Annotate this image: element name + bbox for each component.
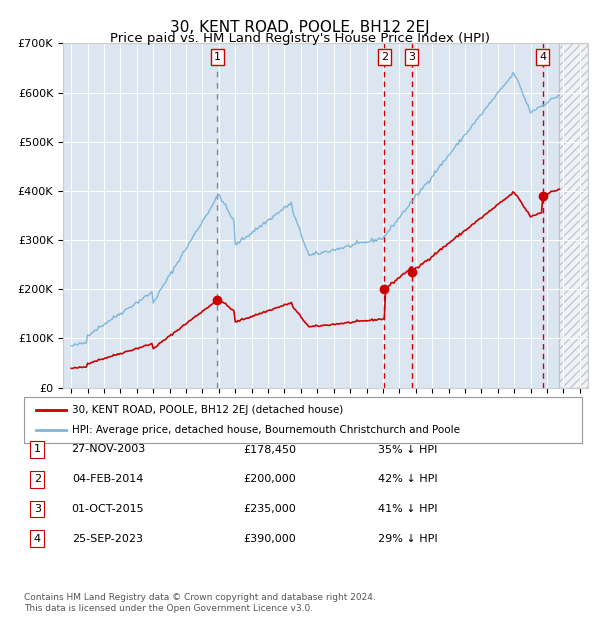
Text: 1: 1 <box>34 445 41 454</box>
Text: £390,000: £390,000 <box>244 534 296 544</box>
Text: 04-FEB-2014: 04-FEB-2014 <box>73 474 143 484</box>
Text: 30, KENT ROAD, POOLE, BH12 2EJ (detached house): 30, KENT ROAD, POOLE, BH12 2EJ (detached… <box>72 405 343 415</box>
Text: 27-NOV-2003: 27-NOV-2003 <box>71 445 145 454</box>
Text: 35% ↓ HPI: 35% ↓ HPI <box>379 445 437 454</box>
Text: 1: 1 <box>214 52 221 62</box>
Text: 2: 2 <box>381 52 388 62</box>
Text: 01-OCT-2015: 01-OCT-2015 <box>71 504 145 514</box>
Text: £200,000: £200,000 <box>244 474 296 484</box>
Text: 29% ↓ HPI: 29% ↓ HPI <box>378 534 438 544</box>
Text: £235,000: £235,000 <box>244 504 296 514</box>
Text: 2: 2 <box>34 474 41 484</box>
Bar <box>559 43 588 388</box>
Text: Contains HM Land Registry data © Crown copyright and database right 2024.
This d: Contains HM Land Registry data © Crown c… <box>24 593 376 613</box>
Text: HPI: Average price, detached house, Bournemouth Christchurch and Poole: HPI: Average price, detached house, Bour… <box>72 425 460 435</box>
Text: 42% ↓ HPI: 42% ↓ HPI <box>378 474 438 484</box>
Text: 4: 4 <box>539 52 546 62</box>
Text: 3: 3 <box>408 52 415 62</box>
Text: 3: 3 <box>34 504 41 514</box>
Text: £178,450: £178,450 <box>244 445 296 454</box>
Text: Price paid vs. HM Land Registry's House Price Index (HPI): Price paid vs. HM Land Registry's House … <box>110 32 490 45</box>
Text: 41% ↓ HPI: 41% ↓ HPI <box>378 504 438 514</box>
Text: 30, KENT ROAD, POOLE, BH12 2EJ: 30, KENT ROAD, POOLE, BH12 2EJ <box>170 20 430 35</box>
Text: 4: 4 <box>34 534 41 544</box>
Text: 25-SEP-2023: 25-SEP-2023 <box>73 534 143 544</box>
